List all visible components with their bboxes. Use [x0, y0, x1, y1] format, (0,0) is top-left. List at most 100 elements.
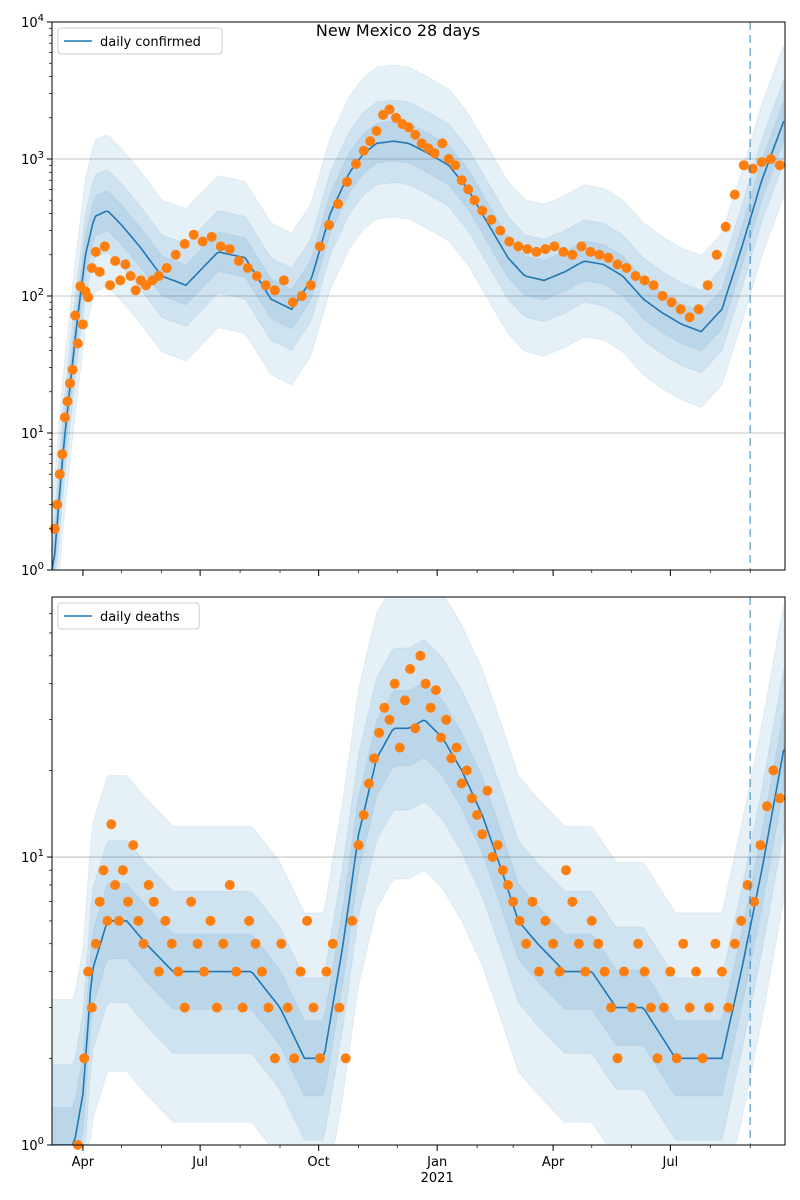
observed-point: [756, 157, 767, 168]
observed-point: [612, 259, 623, 270]
observed-point: [540, 244, 551, 255]
confirmed-y-ticks: 100 101 102 103 104: [21, 13, 52, 579]
observed-point: [342, 176, 352, 187]
observed-point: [143, 880, 154, 890]
observed-point: [711, 249, 722, 260]
observed-point: [244, 915, 255, 926]
observed-point: [77, 319, 88, 330]
observed-point: [90, 938, 101, 949]
observed-point: [199, 966, 209, 977]
observed-point: [117, 865, 128, 876]
observed-point: [83, 966, 94, 977]
observed-point: [456, 175, 467, 186]
x-tick-label: Apr: [542, 1155, 565, 1170]
deaths-y-ticks: 100 101: [21, 613, 52, 1154]
y-tick-label: 100: [21, 1136, 44, 1154]
observed-point: [658, 1002, 669, 1013]
observed-point: [619, 966, 629, 977]
observed-point: [729, 938, 740, 949]
observed-point: [308, 1002, 319, 1013]
observed-point: [765, 154, 776, 164]
observed-point: [400, 695, 410, 706]
observed-point: [405, 664, 416, 674]
observed-point: [347, 915, 358, 926]
observed-point: [639, 966, 650, 977]
observed-point: [170, 249, 181, 260]
observed-point: [437, 138, 448, 149]
observed-point: [166, 938, 177, 949]
observed-point: [257, 966, 267, 977]
observed-point: [65, 378, 75, 389]
y-tick-label: 101: [21, 424, 44, 442]
observed-point: [186, 896, 197, 907]
observed-point: [540, 915, 551, 926]
observed-point: [446, 753, 457, 764]
observed-point: [716, 966, 727, 977]
x-tick-label: Jul: [191, 1155, 208, 1170]
observed-point: [762, 801, 772, 812]
observed-point: [173, 966, 184, 977]
observed-point: [621, 263, 632, 273]
observed-point: [110, 256, 121, 266]
observed-point: [179, 238, 190, 249]
observed-point: [503, 880, 513, 890]
observed-point: [251, 271, 262, 281]
observed-point: [768, 765, 779, 776]
uncertainty-band-1: [52, 597, 785, 1145]
observed-point: [324, 220, 334, 230]
observed-point: [522, 244, 533, 255]
observed-point: [691, 966, 702, 977]
observed-point: [72, 338, 83, 349]
observed-point: [774, 160, 785, 171]
observed-point: [415, 650, 426, 661]
observed-point: [133, 915, 144, 926]
observed-point: [508, 896, 519, 907]
observed-point: [558, 246, 569, 257]
observed-point: [456, 778, 467, 789]
observed-point: [369, 753, 380, 764]
legend-box: [57, 27, 223, 55]
observed-point: [110, 880, 121, 890]
observed-point: [250, 938, 261, 949]
observed-point: [710, 938, 721, 949]
deaths-uncertainty-bands: [52, 597, 785, 1145]
observed-point: [237, 1002, 248, 1013]
observed-point: [282, 1002, 293, 1013]
observed-point: [315, 1053, 325, 1064]
observed-point: [351, 159, 361, 169]
observed-point: [224, 244, 235, 255]
observed-point: [738, 160, 749, 171]
observed-point: [86, 263, 97, 273]
observed-point: [188, 229, 199, 240]
observed-point: [657, 291, 668, 301]
observed-point: [729, 189, 740, 200]
observed-point: [693, 304, 704, 315]
observed-point: [648, 280, 659, 291]
deaths-panel: 100 101 Apr Jul Oct Jan Apr Jul 2021 daily deat…: [21, 596, 786, 1186]
observed-point: [363, 778, 374, 789]
observed-point: [327, 938, 338, 949]
deaths-x-ticks: Apr Jul Oct Jan Apr Jul 2021: [72, 1145, 751, 1186]
observed-point: [497, 865, 508, 876]
observed-point: [461, 765, 472, 776]
deaths-observed-points: [72, 650, 785, 1150]
x-tick-label: Oct: [307, 1155, 329, 1170]
observed-point: [358, 810, 369, 820]
observed-point: [57, 449, 68, 460]
observed-point: [514, 915, 525, 926]
observed-point: [295, 966, 306, 977]
observed-point: [233, 256, 244, 266]
observed-point: [160, 915, 171, 926]
chart-title: New Mexico 28 days: [316, 21, 480, 40]
legend-box: [57, 602, 200, 630]
observed-point: [102, 915, 113, 926]
observed-point: [477, 205, 488, 216]
observed-point: [278, 275, 289, 286]
confirmed-legend: daily confirmed: [57, 27, 223, 55]
observed-point: [723, 1002, 734, 1013]
observed-point: [504, 236, 515, 247]
observed-point: [736, 915, 747, 926]
observed-point: [633, 938, 644, 949]
observed-point: [374, 727, 385, 738]
